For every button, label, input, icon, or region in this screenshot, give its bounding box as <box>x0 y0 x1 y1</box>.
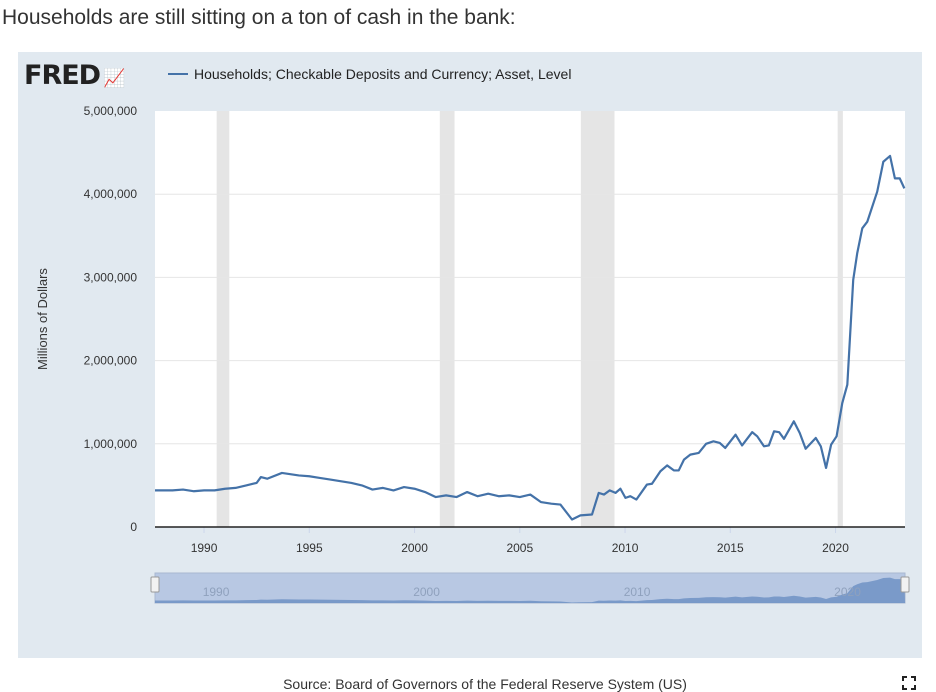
legend-label[interactable]: Households; Checkable Deposits and Curre… <box>194 66 572 82</box>
y-tick-label: 1,000,000 <box>84 437 138 451</box>
x-tick-label: 2000 <box>401 541 428 555</box>
x-tick-label: 2020 <box>822 541 849 555</box>
y-tick-label: 0 <box>130 520 137 534</box>
x-tick-label: 1995 <box>296 541 323 555</box>
navigator-handle-right[interactable] <box>900 576 910 593</box>
y-tick-label: 3,000,000 <box>84 270 138 284</box>
x-tick-label: 2005 <box>506 541 533 555</box>
y-tick-label: 4,000,000 <box>84 187 138 201</box>
navigator-label: 2000 <box>413 585 440 599</box>
series-line <box>155 154 906 521</box>
y-tick-label: 2,000,000 <box>84 354 138 368</box>
fred-logo[interactable]: FRED 📈 <box>24 60 126 91</box>
y-tick-label: 5,000,000 <box>84 104 138 118</box>
chart-legend: Households; Checkable Deposits and Curre… <box>168 66 571 82</box>
plot-area <box>155 111 905 527</box>
chart-svg: 0 1,000,000 2,000,000 3,000,000 4,000,000 5,0… <box>35 104 910 604</box>
fullscreen-icon[interactable] <box>902 676 916 690</box>
recession-band <box>837 111 843 527</box>
fred-logo-text: FRED <box>24 60 101 91</box>
recession-band <box>216 111 230 527</box>
navigator-series <box>155 577 905 603</box>
legend-swatch <box>168 73 188 75</box>
recession-band <box>439 111 455 527</box>
article-headline: Households are still sitting on a ton of… <box>2 6 516 29</box>
navigator-label: 2020 <box>834 585 861 599</box>
navigator-handle-left[interactable] <box>150 576 160 593</box>
x-tick-label: 2010 <box>612 541 639 555</box>
navigator-label: 2010 <box>624 585 651 599</box>
source-note: Source: Board of Governors of the Federa… <box>283 676 687 692</box>
y-axis-title: Millions of Dollars <box>35 268 50 370</box>
navigator-label: 1990 <box>203 585 230 599</box>
recession-band <box>580 111 615 527</box>
x-tick-label: 2015 <box>717 541 744 555</box>
x-tick-label: 1990 <box>191 541 218 555</box>
chart-graph-icon: 📈 <box>103 68 125 89</box>
fred-chart: FRED 📈 Households; Checkable Deposits and… <box>18 52 922 692</box>
